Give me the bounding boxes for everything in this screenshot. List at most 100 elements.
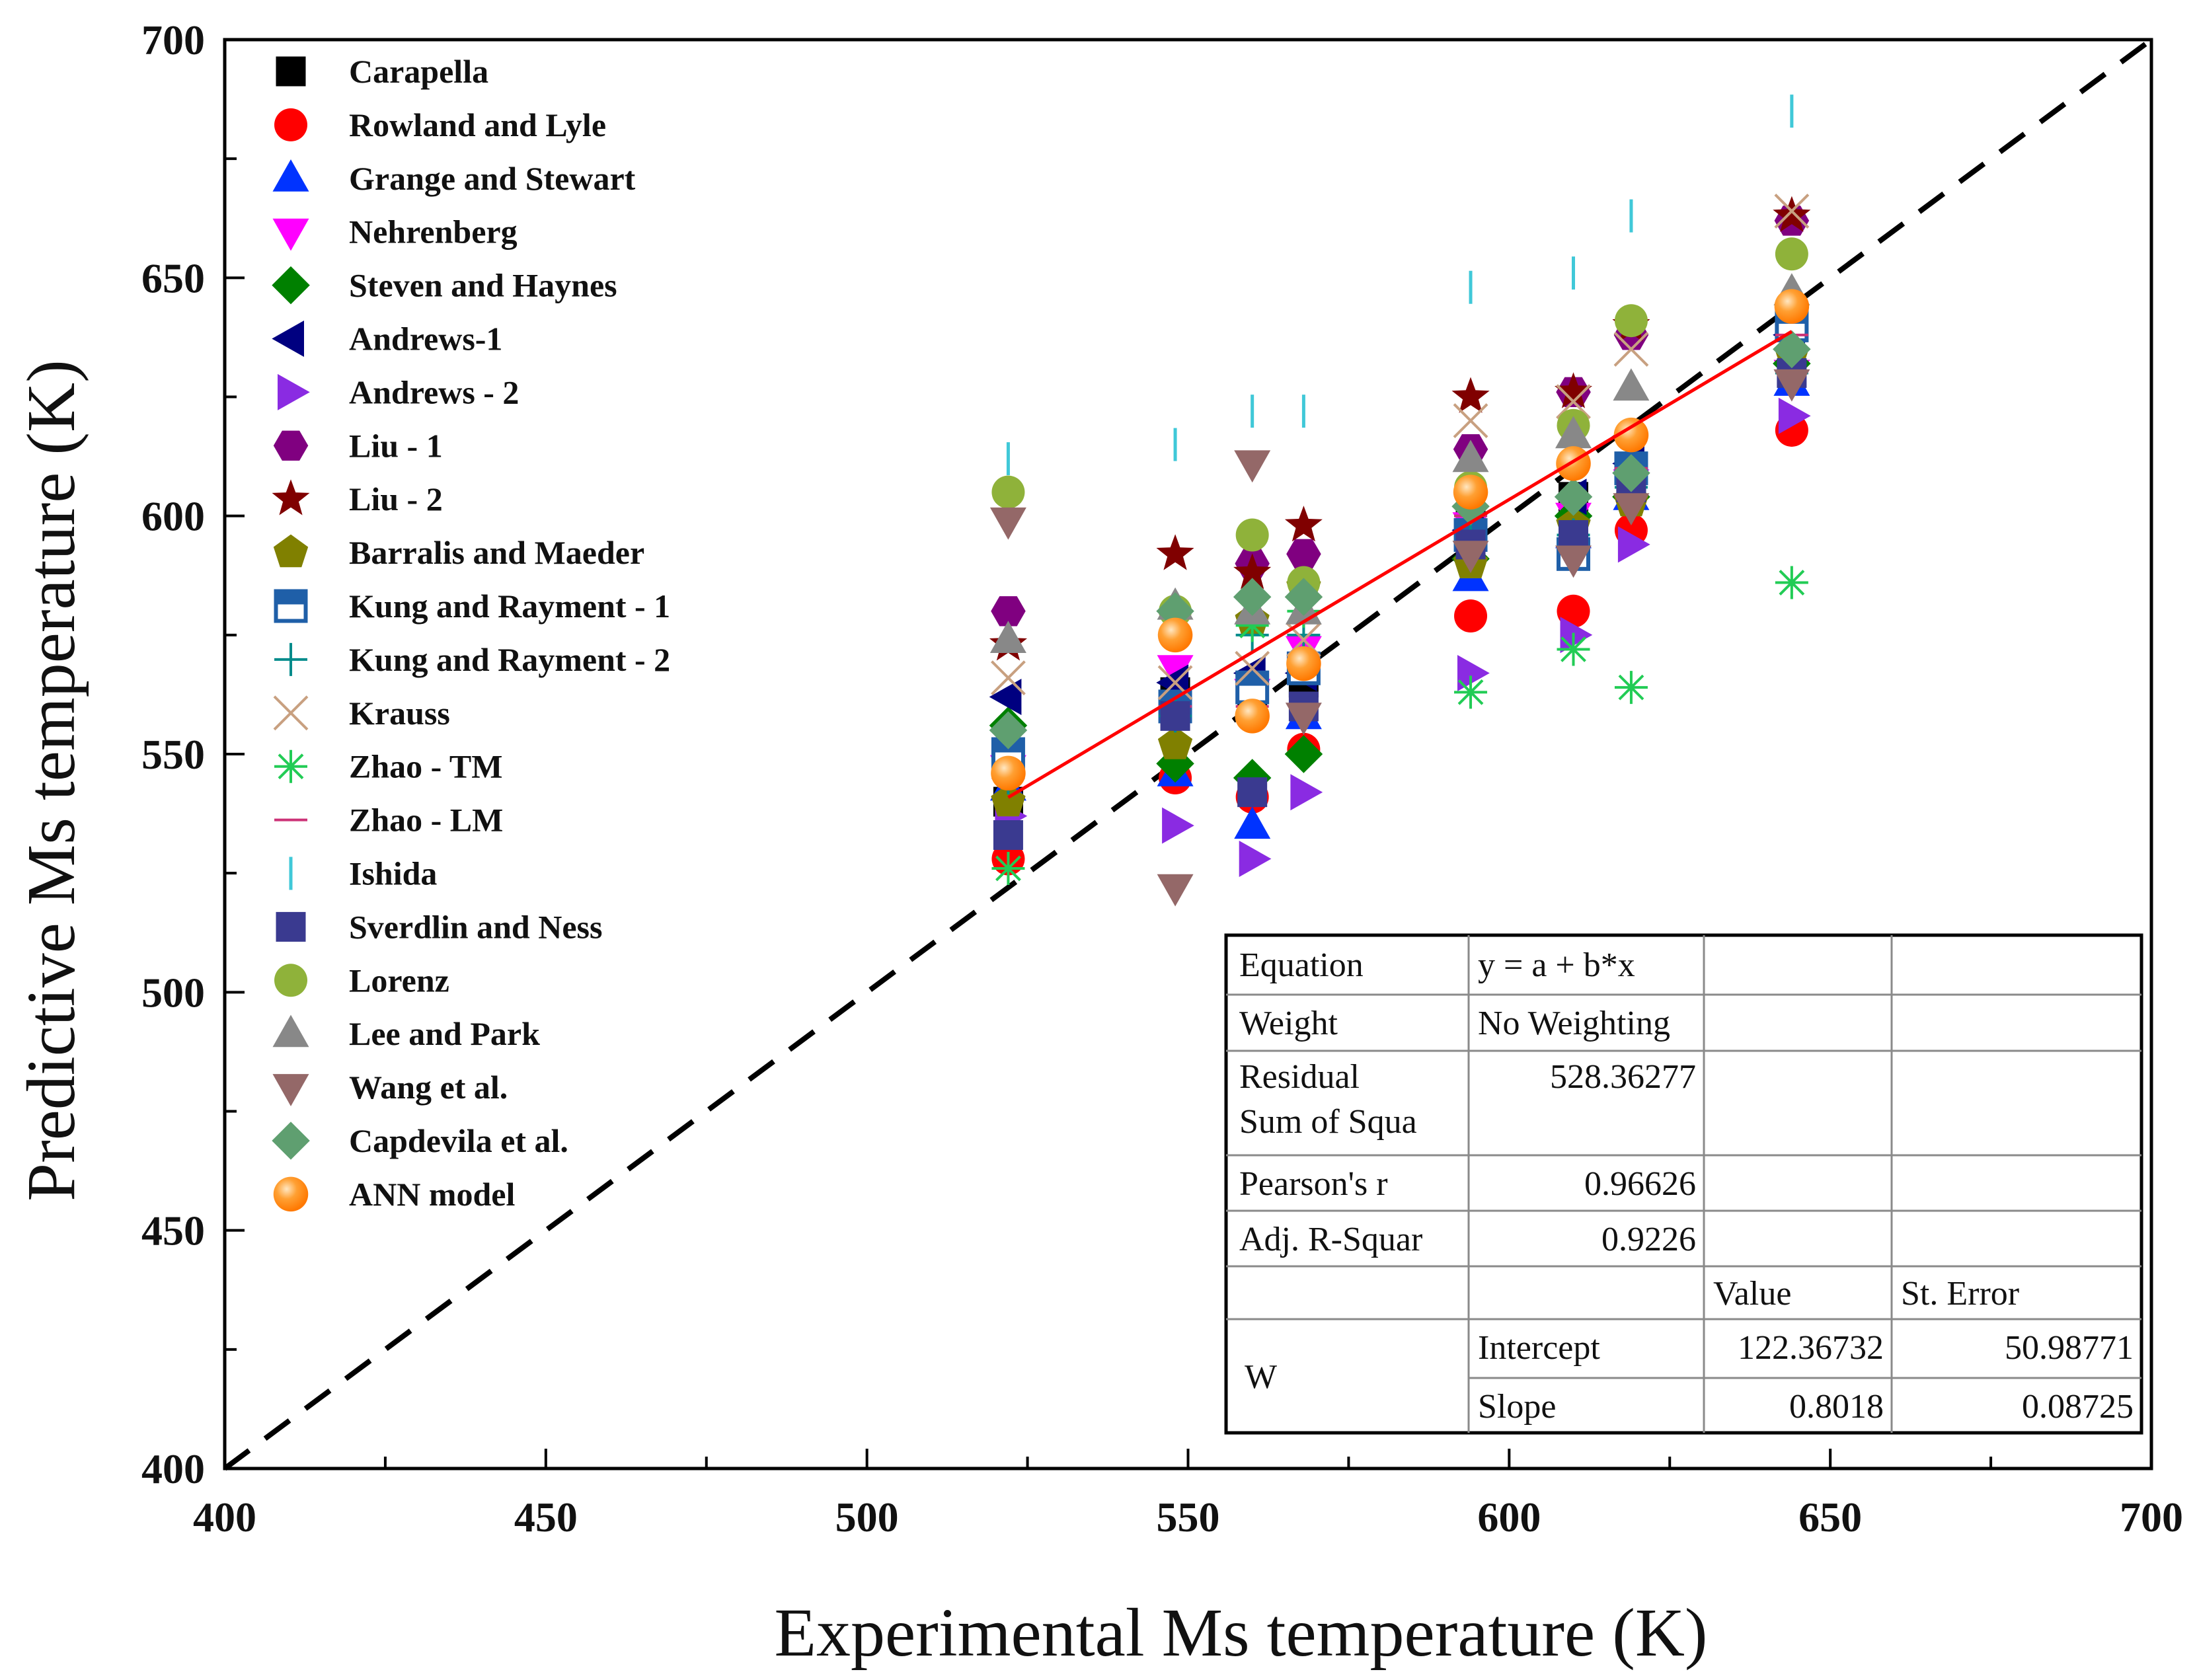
series-15 [1006,95,1794,476]
y-tick-label: 550 [141,731,205,778]
data-point [1778,397,1811,434]
legend-label: Zhao - LM [349,802,503,839]
marker-fill [276,591,306,605]
legend-marker [278,373,310,410]
data-point [1233,553,1272,590]
data-point [1614,304,1648,338]
legend-marker [273,1176,309,1212]
y-tick-label: 600 [141,493,205,540]
stats-cell-line: Residual [1239,1058,1360,1096]
data-point [1555,372,1592,408]
legend-label: Andrews - 2 [349,373,519,410]
data-point [1774,194,1810,229]
data-point [1774,289,1810,324]
linear-fit-line [1007,330,1793,799]
series-8 [989,196,1811,661]
data-point [1160,701,1190,731]
data-point [1237,777,1268,808]
legend-label: Ishida [349,855,437,892]
stats-table: Equation y = a + b*x Weight No Weighting Res… [1224,933,2143,1435]
series-7 [991,206,1810,650]
legend-item: Andrews-1 [272,321,502,358]
data-point [1157,617,1193,653]
data-point [991,755,1026,791]
series-9 [991,336,1809,817]
data-point [989,711,1028,749]
series-3 [989,360,1810,788]
y-tick-label: 650 [141,254,205,301]
data-point [1234,450,1271,483]
legend-label: Sverdlin and Ness [349,908,602,945]
legend-item: Wang et al. [272,1069,508,1106]
legend-marker [273,695,309,731]
legend-label: ANN model [349,1176,515,1213]
legend-marker [272,1074,309,1106]
data-point [991,660,1026,696]
data-point [1453,403,1488,438]
y-axis-title: Predictive Ms temperature (K) [13,360,89,1202]
y-tick-label: 700 [141,17,205,63]
stats-cell: 122.36732 [1738,1329,1884,1367]
series-13 [991,566,1808,885]
series-17 [991,237,1808,628]
legend-item: Nehrenberg [272,213,518,251]
stats-cell: 0.96626 [1584,1165,1696,1203]
legend-label: Barralis and Maeder [349,534,644,571]
legend-marker [274,589,308,623]
legend-marker [272,266,310,305]
x-tick-label: 700 [2120,1494,2183,1541]
stats-cell: Equation [1239,946,1364,984]
stats-cell: 0.08725 [2022,1388,2134,1426]
data-point [1157,726,1193,759]
data-point [1239,841,1272,877]
legend-item: Lee and Park [272,1014,540,1052]
data-point [1286,646,1321,681]
data-point [1235,609,1269,642]
legend-marker [273,430,309,461]
legend-item: Ishida [289,855,437,892]
legend-item: Kung and Rayment - 1 [274,588,670,625]
legend-item: Lorenz [274,962,449,999]
legend-item: Barralis and Maeder [273,534,644,571]
data-point [1613,493,1650,525]
stats-table-frame [1224,933,2143,1435]
legend-label: Kung and Rayment - 2 [349,641,670,678]
data-point [1557,594,1590,628]
data-point [1290,774,1323,811]
data-point [1613,332,1649,367]
data-point [1235,518,1269,552]
data-point [1285,703,1322,736]
x-tick-label: 600 [1477,1494,1541,1541]
x-tick-label: 650 [1798,1494,1862,1541]
y-tick-label: 450 [141,1207,205,1254]
data-point [1614,671,1648,705]
legend-item: Zhao - LM [274,802,503,839]
legend-marker [273,534,309,568]
legend-marker [274,642,307,676]
data-point [1284,735,1323,773]
data-point [993,820,1023,851]
series-19 [989,369,1810,907]
series-2 [989,363,1810,839]
legend-label: Liu - 2 [349,480,443,517]
legend-marker [272,1122,310,1160]
stats-cell: W [1245,1358,1277,1396]
data-point [991,596,1026,627]
legend-item: Carapella [276,53,488,90]
legend-item: Grange and Stewart [272,159,636,197]
legend-marker [276,911,306,942]
data-point [989,621,1026,653]
legend-marker [272,479,310,515]
data-point [1457,655,1490,691]
data-point [1233,578,1272,616]
data-point [1773,330,1811,369]
legend-label: Nehrenberg [349,213,518,250]
stats-cell: 50.98771 [2005,1329,2134,1367]
data-point [1454,675,1488,709]
series-5 [989,317,1805,715]
legend-label: Wang et al. [349,1069,508,1106]
data-point [1157,665,1193,701]
stats-cell: St. Error [1901,1275,2019,1313]
data-point [1556,446,1591,481]
